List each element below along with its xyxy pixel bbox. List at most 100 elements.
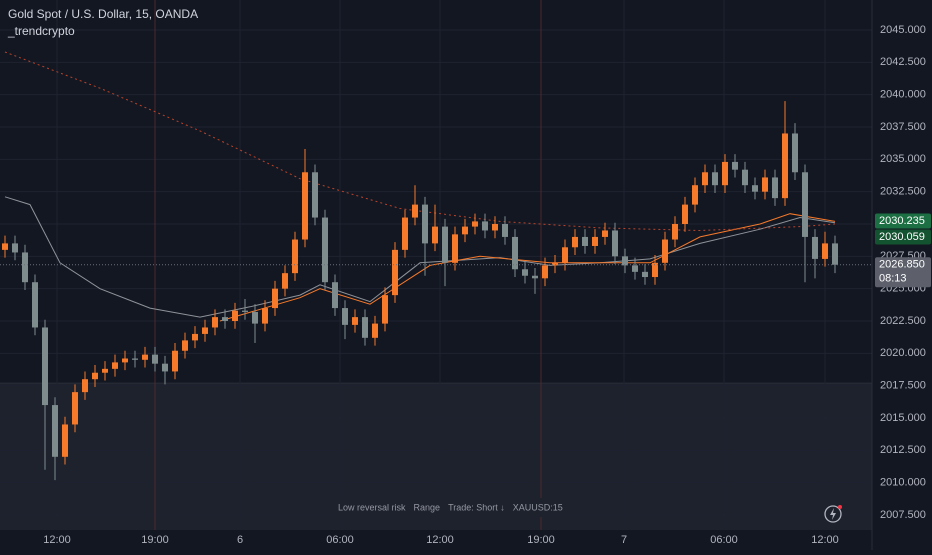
candle-body bbox=[312, 172, 318, 218]
candle-body bbox=[512, 236, 518, 270]
candle-body bbox=[62, 424, 68, 457]
x-tick-label: 12:00 bbox=[43, 534, 71, 546]
candle-body bbox=[432, 226, 438, 244]
y-tick-label: 2007.500 bbox=[880, 509, 926, 521]
y-tick-label: 2042.500 bbox=[880, 56, 926, 68]
x-tick-label: 19:00 bbox=[527, 534, 555, 546]
candle-body bbox=[452, 234, 458, 263]
indicator-line bbox=[4, 51, 836, 232]
candle-body bbox=[252, 311, 258, 324]
status-item: XAUUSD:15 bbox=[513, 502, 563, 512]
candle-body bbox=[542, 265, 548, 279]
alert-icon[interactable] bbox=[824, 505, 842, 523]
candle-body bbox=[52, 405, 58, 457]
candle-body bbox=[632, 265, 638, 272]
y-tick-label: 2022.500 bbox=[880, 315, 926, 327]
candle-body bbox=[132, 358, 138, 360]
candle-body bbox=[212, 317, 218, 328]
y-tick-label: 2045.000 bbox=[880, 24, 926, 36]
candle-body bbox=[352, 317, 358, 325]
candle-body bbox=[282, 273, 288, 289]
candle-body bbox=[192, 333, 198, 341]
candle-body bbox=[162, 363, 168, 372]
price-countdown: 08:13 bbox=[879, 273, 907, 285]
candle-body bbox=[372, 323, 378, 338]
candle-body bbox=[1, 243, 8, 250]
candle-body bbox=[772, 177, 778, 199]
candle-body bbox=[832, 243, 838, 265]
candle-body bbox=[42, 327, 48, 406]
chart-subtitle: _trendcrypto bbox=[7, 24, 75, 38]
candle-body bbox=[342, 308, 348, 325]
candle-body bbox=[112, 362, 118, 369]
candle-body bbox=[562, 247, 568, 263]
candle-body bbox=[612, 230, 618, 257]
y-tick-label: 2015.000 bbox=[880, 412, 926, 424]
candle-body bbox=[92, 372, 98, 380]
indicator-line bbox=[4, 196, 836, 318]
candle-body bbox=[522, 269, 528, 276]
candle-body bbox=[22, 252, 28, 283]
y-tick-label: 2035.000 bbox=[880, 153, 926, 165]
candle-body bbox=[812, 236, 818, 259]
price-marker-label: 2026.850 bbox=[879, 259, 925, 271]
x-tick-label: 12:00 bbox=[811, 534, 839, 546]
candle-body bbox=[202, 327, 208, 334]
candle-body bbox=[262, 308, 268, 324]
y-tick-label: 2032.500 bbox=[880, 186, 926, 198]
candle-body bbox=[602, 230, 608, 237]
y-tick-label: 2040.000 bbox=[880, 89, 926, 101]
candle-body bbox=[492, 224, 498, 231]
candle-body bbox=[662, 239, 668, 263]
y-tick-label: 2012.500 bbox=[880, 444, 926, 456]
candle-body bbox=[712, 172, 718, 186]
candle-body bbox=[382, 295, 388, 324]
price-marker bbox=[875, 257, 931, 288]
status-item: Low reversal risk bbox=[338, 502, 406, 512]
candle-body bbox=[802, 172, 808, 237]
candle-body bbox=[182, 340, 188, 351]
candle-body bbox=[122, 358, 128, 363]
y-tick-label: 2020.000 bbox=[880, 347, 926, 359]
candle-body bbox=[222, 317, 228, 322]
candle-body bbox=[332, 282, 338, 309]
candle-body bbox=[272, 288, 278, 309]
candle-body bbox=[482, 221, 488, 231]
candle-body bbox=[142, 354, 148, 360]
candle-body bbox=[362, 317, 368, 338]
candle-body bbox=[472, 221, 478, 227]
candle-body bbox=[12, 243, 18, 253]
candle-body bbox=[502, 224, 508, 237]
x-tick-label: 06:00 bbox=[326, 534, 354, 546]
candle-body bbox=[592, 236, 598, 246]
status-bar: Low reversal risk Range Trade: Short ↓ XAUU… bbox=[333, 498, 563, 517]
candle-body bbox=[742, 169, 748, 186]
candle-body bbox=[32, 282, 38, 328]
candle-body bbox=[442, 226, 448, 263]
y-tick-label: 2017.500 bbox=[880, 380, 926, 392]
candle-body bbox=[672, 224, 678, 240]
candle-body bbox=[702, 172, 708, 186]
candle-body bbox=[762, 177, 768, 192]
candle-body bbox=[752, 185, 758, 192]
candle-body bbox=[792, 133, 798, 173]
candle-body bbox=[402, 217, 408, 250]
candle-body bbox=[782, 133, 788, 199]
candle-body bbox=[532, 275, 538, 279]
candle-body bbox=[292, 239, 298, 274]
price-marker-label: 2030.235 bbox=[879, 215, 925, 227]
candle-body bbox=[102, 368, 108, 373]
price-marker bbox=[875, 229, 931, 245]
candle-body bbox=[462, 226, 468, 235]
candle-body bbox=[622, 256, 628, 266]
x-tick-label: 19:00 bbox=[141, 534, 169, 546]
candle-body bbox=[232, 310, 238, 322]
status-item: Trade: Short ↓ bbox=[448, 502, 505, 512]
candle-body bbox=[722, 161, 728, 186]
candle-body bbox=[642, 271, 648, 278]
candle-body bbox=[242, 310, 248, 312]
candle-body bbox=[152, 354, 158, 364]
candle-body bbox=[392, 249, 398, 296]
x-tick-label: 06:00 bbox=[710, 534, 738, 546]
